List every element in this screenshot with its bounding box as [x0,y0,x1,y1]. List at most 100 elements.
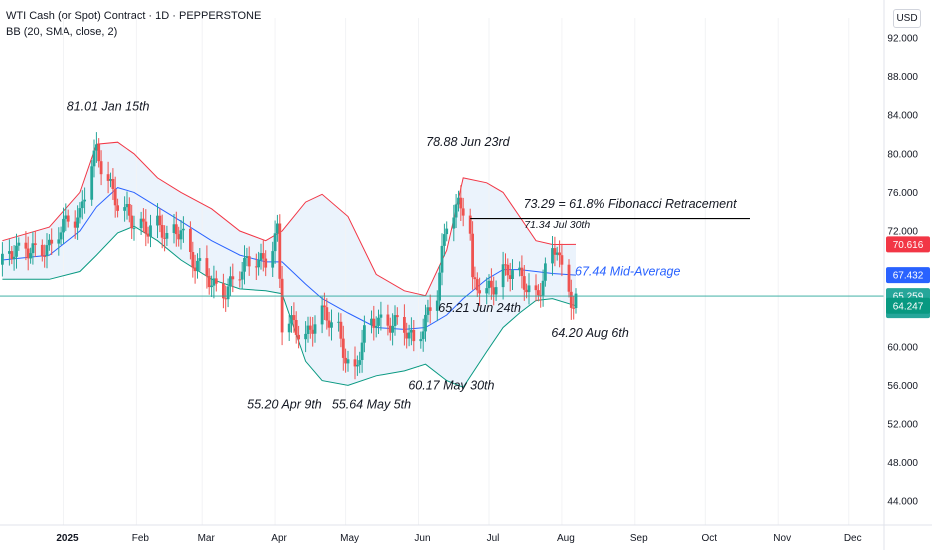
annotation-label: 71.34 Jul 30th [524,219,590,231]
candle-body [90,166,94,200]
candle-body [62,218,65,233]
candle-body [165,233,169,239]
candle-body [443,234,446,246]
candle-body [506,264,510,276]
candle-body [259,253,263,261]
candle-body [459,197,463,209]
y-tick-label: 84.000 [887,111,918,122]
candle-body [461,208,465,216]
annotation-label: 81.01 Jan 15th [67,99,150,113]
candle-body [534,285,538,291]
candle-body [304,333,307,340]
candle-body [109,179,112,181]
candle-body [541,280,545,296]
y-tick-label: 52.000 [887,420,918,431]
candle-body [379,314,383,318]
x-tick-label: Aug [557,533,575,544]
annotation-label: 73.29 = 61.8% Fibonacci Retracement [524,197,737,211]
candle-body [327,320,331,328]
y-tick-label: 56.000 [887,381,918,392]
candle-body [80,201,84,209]
band-lines-layer [2,141,577,388]
candle-body [163,237,166,239]
candle-body [395,315,399,318]
price-badge[interactable] [886,297,930,314]
x-tick-label: Nov [773,533,791,544]
candle-body [95,144,98,151]
candle-body [1,253,4,265]
candle-body [210,285,213,288]
candle-body [127,204,131,216]
candle-body [196,260,199,272]
currency-button[interactable]: USD [893,9,921,28]
x-tick-label: Mar [198,533,216,544]
candle-body [257,260,260,268]
x-tick-label: Jun [414,533,430,544]
candle-body [311,329,315,334]
candle-body [158,215,162,226]
candle-body [468,215,472,234]
y-tick-label: 60.000 [887,342,918,353]
candle-body [50,239,54,244]
candle-body [558,252,561,256]
candle-body [271,251,275,268]
x-tick-label: Sep [630,533,648,544]
candle-body [24,242,28,249]
candle-body [76,217,79,228]
candle-body [205,258,209,276]
candle-body [511,270,514,279]
candle-body [473,277,477,280]
candle-body [78,208,82,218]
candle-body [374,325,378,328]
indicator-legend[interactable]: BB (20, SMA, close, 2) [6,26,118,38]
candle-body [156,215,159,226]
candle-body [323,305,326,308]
x-tick-label: Dec [844,533,862,544]
candle-body [146,233,150,237]
candle-body [553,248,557,255]
candle-body [238,279,242,281]
candle-body [386,314,390,326]
candle-body [494,287,498,295]
candle-body [370,318,373,326]
candle-body [555,252,559,255]
price-badge[interactable] [886,236,930,253]
price-badge[interactable] [886,267,930,284]
candle-body [574,293,578,308]
candle-body [339,321,343,339]
candle-body [508,275,512,279]
band-fill-layer [2,142,576,388]
y-tick-label: 44.000 [887,497,918,508]
candle-body [26,248,30,259]
candle-body [130,215,134,229]
candle-body [435,300,439,311]
candle-body [99,161,103,175]
candle-body [149,225,152,237]
x-tick-label: Feb [132,533,150,544]
candle-body [229,276,232,287]
candle-body [132,228,136,230]
candle-body [308,325,312,330]
candle-body [243,258,246,272]
candle-body [116,205,119,211]
candle-body [273,233,277,252]
chart-title: WTI Cash (or Spot) Contract · 1D · PEPPE… [6,10,262,22]
candle-body [569,291,573,308]
candle-body [330,322,333,328]
candle-body [43,256,47,257]
annotation-label: 67.44 Mid-Average [575,264,680,278]
bollinger-band-fill [2,142,576,388]
candle-body [31,243,35,254]
candle-body [346,359,350,364]
candle-body [438,272,441,301]
candle-body [142,218,145,222]
candle-body [57,239,61,244]
candle-body [48,239,51,246]
x-tick-label: Oct [702,533,718,544]
x-tick-label: 2025 [56,533,79,544]
candle-body [372,318,376,328]
candle-body [353,359,357,367]
candle-body [73,221,77,228]
